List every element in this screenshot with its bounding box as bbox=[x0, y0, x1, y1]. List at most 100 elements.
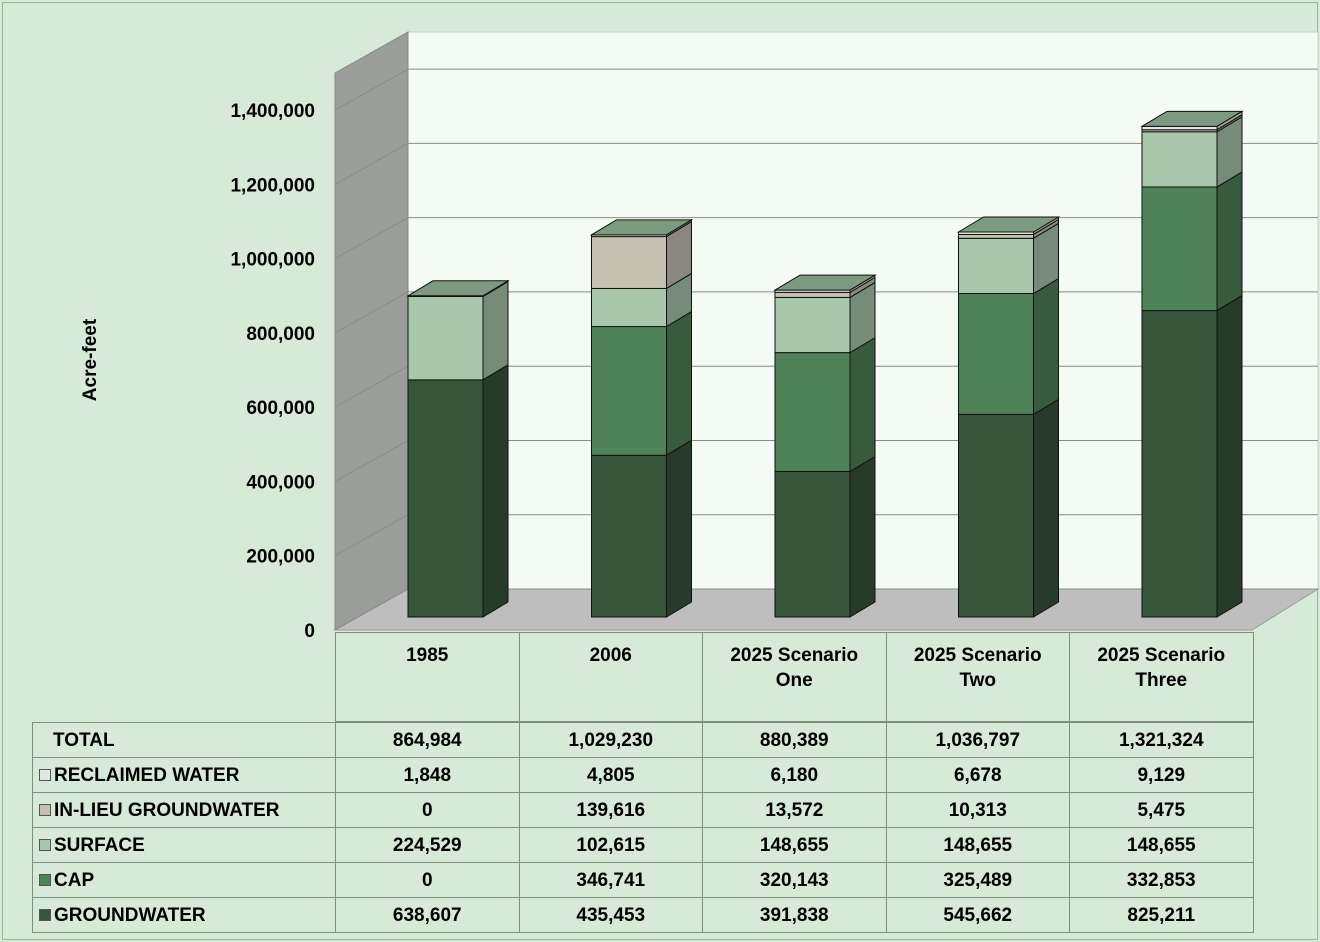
legend-entry: IN-LIEU GROUNDWATER bbox=[32, 792, 336, 828]
bar-segment bbox=[1141, 186, 1218, 312]
category-label: 2025 Scenario One bbox=[702, 632, 887, 722]
y-tick-label: 400,000 bbox=[246, 472, 315, 493]
legend-entry: SURFACE bbox=[32, 827, 336, 863]
cell-text: 102,615 bbox=[576, 834, 646, 856]
category-label: 1985 bbox=[335, 632, 520, 722]
y-tick-label: 1,400,000 bbox=[230, 101, 315, 122]
legend-swatch bbox=[39, 769, 51, 781]
bar-top bbox=[773, 274, 877, 291]
bar-segment bbox=[591, 287, 667, 328]
data-cell: 13,572 bbox=[702, 792, 887, 828]
y-axis-label: Acre-feet bbox=[80, 318, 101, 401]
data-cell: 346,741 bbox=[518, 862, 703, 898]
bar-segment bbox=[1141, 310, 1218, 618]
bar-segment bbox=[958, 237, 1034, 295]
data-cell: 5,475 bbox=[1069, 792, 1254, 828]
bar-side bbox=[1033, 398, 1059, 618]
bar-side bbox=[482, 280, 509, 381]
y-tick-label: 1,200,000 bbox=[230, 175, 315, 196]
data-cell: 638,607 bbox=[335, 897, 520, 933]
bar-segment bbox=[407, 379, 484, 618]
cell-text: 1,029,230 bbox=[568, 729, 654, 751]
bar-side bbox=[666, 310, 692, 457]
cell-text: 1,036,797 bbox=[935, 729, 1021, 751]
cell-text: 0 bbox=[421, 869, 433, 891]
bar-side bbox=[482, 363, 509, 618]
bar-side bbox=[849, 455, 876, 618]
legend-swatch bbox=[39, 874, 51, 886]
grid-line bbox=[334, 142, 1318, 185]
cell-text: 0 bbox=[421, 799, 433, 821]
cell-text: 2025 Scenario Two bbox=[913, 645, 1042, 691]
row-label: TOTAL bbox=[32, 722, 336, 758]
legend-swatch bbox=[39, 804, 51, 816]
data-cell: 102,615 bbox=[518, 827, 703, 863]
data-cell: 332,853 bbox=[1069, 862, 1254, 898]
cell-text: 346,741 bbox=[576, 869, 646, 891]
cell-text: 545,662 bbox=[943, 904, 1013, 926]
cell-text: 2025 Scenario Three bbox=[1097, 645, 1226, 691]
data-cell: 6,180 bbox=[702, 757, 887, 793]
cell-text: TOTAL bbox=[53, 729, 115, 751]
legend-swatch bbox=[39, 909, 51, 921]
data-cell: 864,984 bbox=[335, 722, 520, 758]
cell-text: RECLAIMED WATER bbox=[54, 764, 240, 786]
data-cell: 325,489 bbox=[885, 862, 1070, 898]
bar-segment bbox=[774, 352, 851, 472]
bar-side bbox=[1033, 277, 1059, 416]
data-cell: 320,143 bbox=[702, 862, 887, 898]
bar-top bbox=[589, 219, 694, 236]
category-label: 2025 Scenario Two bbox=[885, 632, 1070, 722]
data-cell: 1,321,324 bbox=[1069, 722, 1254, 758]
cell-text: 224,529 bbox=[392, 834, 462, 856]
category-label: 2006 bbox=[518, 632, 703, 722]
cell-text: 10,313 bbox=[948, 799, 1007, 821]
y-tick-label: 1,000,000 bbox=[230, 250, 315, 271]
data-cell: 10,313 bbox=[885, 792, 1070, 828]
y-tick-label: 800,000 bbox=[246, 324, 315, 345]
cell-text: 320,143 bbox=[759, 869, 829, 891]
cell-text: 9,129 bbox=[1137, 764, 1186, 786]
y-tick-label: 0 bbox=[304, 621, 315, 642]
bar-segment bbox=[591, 454, 667, 618]
cell-text: 148,655 bbox=[943, 834, 1013, 856]
cell-text: 4,805 bbox=[586, 764, 635, 786]
legend-entry: GROUNDWATER bbox=[32, 897, 336, 933]
y-tick-label: 600,000 bbox=[246, 398, 315, 419]
cell-text: IN-LIEU GROUNDWATER bbox=[54, 799, 280, 821]
data-cell: 0 bbox=[335, 862, 520, 898]
data-cell: 545,662 bbox=[885, 897, 1070, 933]
data-cell: 1,848 bbox=[335, 757, 520, 793]
y-tick-label: 200,000 bbox=[246, 547, 315, 568]
cell-text: 391,838 bbox=[759, 904, 829, 926]
cell-text: SURFACE bbox=[54, 834, 145, 856]
data-cell: 6,678 bbox=[885, 757, 1070, 793]
data-cell: 825,211 bbox=[1069, 897, 1254, 933]
data-cell: 1,036,797 bbox=[885, 722, 1070, 758]
cell-text: 638,607 bbox=[392, 904, 462, 926]
legend-swatch bbox=[39, 839, 51, 851]
cell-text: 139,616 bbox=[576, 799, 646, 821]
cell-text: GROUNDWATER bbox=[54, 904, 206, 926]
bar-segment bbox=[1141, 131, 1218, 188]
cell-text: 2025 Scenario One bbox=[730, 645, 859, 691]
cell-text: 435,453 bbox=[576, 904, 646, 926]
side-wall bbox=[334, 31, 409, 631]
bar-top bbox=[956, 216, 1061, 233]
cell-text: 6,180 bbox=[770, 764, 819, 786]
bar-segment bbox=[774, 291, 851, 298]
cell-text: 5,475 bbox=[1137, 799, 1186, 821]
bar-segment bbox=[1141, 125, 1218, 131]
data-cell: 880,389 bbox=[702, 722, 887, 758]
cell-text: 880,389 bbox=[759, 729, 829, 751]
bar-segment bbox=[774, 470, 851, 618]
cell-text: 13,572 bbox=[765, 799, 824, 821]
data-cell: 148,655 bbox=[702, 827, 887, 863]
data-cell: 224,529 bbox=[335, 827, 520, 863]
bar-segment bbox=[958, 413, 1034, 618]
bar-side bbox=[849, 336, 876, 473]
bar-segment bbox=[958, 233, 1034, 239]
category-label: 2025 Scenario Three bbox=[1069, 632, 1254, 722]
